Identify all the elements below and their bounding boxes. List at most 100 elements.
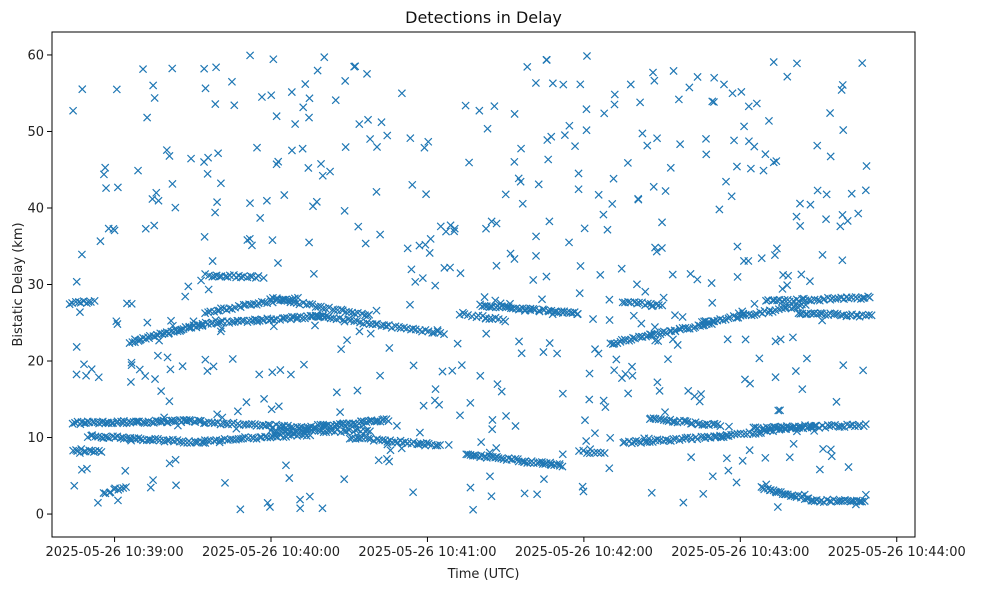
data-point (501, 190, 510, 199)
data-point (309, 269, 318, 278)
data-point (274, 157, 283, 166)
data-point (861, 420, 870, 429)
data-point (775, 406, 785, 415)
data-point (340, 475, 349, 484)
data-point (344, 315, 353, 324)
data-point (617, 264, 626, 273)
data-point (77, 250, 86, 259)
data-point (548, 79, 557, 88)
data-point (340, 317, 349, 326)
data-point (769, 58, 778, 67)
data-point (534, 180, 543, 189)
data-point (747, 311, 756, 320)
data-point (858, 59, 867, 68)
data-point (464, 450, 473, 459)
data-point (232, 424, 241, 433)
data-point (228, 354, 237, 363)
data-point (548, 310, 557, 319)
data-point (780, 303, 789, 312)
data-point (436, 441, 445, 450)
data-point (203, 319, 212, 328)
data-point (585, 395, 594, 404)
data-point (482, 329, 491, 338)
data-point (633, 299, 642, 308)
data-point (651, 243, 660, 252)
data-point (859, 366, 868, 375)
data-point (750, 310, 759, 319)
data-point (267, 405, 276, 414)
data-point (606, 433, 615, 442)
data-point (681, 417, 690, 426)
data-point (296, 504, 305, 513)
data-point (106, 488, 115, 497)
data-point (661, 328, 670, 337)
data-point (686, 269, 695, 278)
data-point (215, 438, 224, 447)
data-point (582, 126, 591, 135)
data-point (213, 198, 222, 207)
data-point (113, 320, 122, 329)
data-point (305, 94, 314, 103)
data-point (299, 360, 308, 369)
data-point (208, 257, 217, 266)
data-point (119, 434, 128, 443)
data-point (795, 199, 805, 208)
data-point (165, 397, 174, 406)
data-point (274, 402, 283, 411)
data-point (329, 314, 338, 323)
data-point (424, 137, 433, 146)
data-point (470, 451, 479, 460)
data-point (341, 76, 350, 85)
data-point (336, 408, 345, 417)
data-point (722, 454, 731, 463)
data-point (594, 349, 603, 358)
data-point (638, 129, 647, 138)
data-point (265, 502, 274, 511)
data-point (134, 166, 143, 175)
data-point (236, 434, 246, 443)
data-point (326, 167, 335, 176)
data-point (818, 250, 827, 259)
data-point (465, 158, 474, 167)
data-point (364, 434, 373, 443)
data-point (93, 498, 102, 507)
data-point (301, 80, 310, 89)
data-point (752, 99, 761, 108)
data-point (709, 97, 718, 107)
data-point (643, 141, 652, 150)
data-point (687, 453, 696, 462)
data-point (143, 113, 152, 122)
data-point (305, 492, 314, 501)
data-point (127, 358, 136, 367)
data-point (771, 373, 780, 382)
data-point (201, 84, 210, 93)
data-point (523, 62, 532, 71)
y-tick-label: 20 (27, 355, 44, 370)
data-point (649, 182, 658, 191)
data-point (850, 422, 859, 431)
data-point (413, 439, 422, 448)
data-point (652, 247, 661, 256)
data-point (791, 367, 800, 376)
data-point (653, 329, 662, 338)
data-point (82, 464, 91, 473)
data-point (345, 434, 354, 443)
data-point (477, 438, 486, 447)
data-point (350, 62, 359, 71)
x-tick-label: 2025-05-26 10:39:00 (46, 545, 184, 560)
data-point (860, 496, 869, 506)
data-point (280, 314, 289, 323)
data-point (127, 361, 136, 370)
data-point (405, 300, 415, 309)
data-point (836, 222, 845, 231)
data-point (136, 435, 145, 444)
y-tick-label: 0 (36, 508, 44, 523)
data-point (674, 95, 683, 104)
data-point (668, 270, 677, 279)
data-point (203, 169, 212, 178)
data-point (94, 446, 103, 455)
data-point (723, 335, 732, 344)
data-point (626, 80, 635, 89)
data-point (480, 301, 489, 310)
x-tick-label: 2025-05-26 10:41:00 (358, 545, 496, 560)
